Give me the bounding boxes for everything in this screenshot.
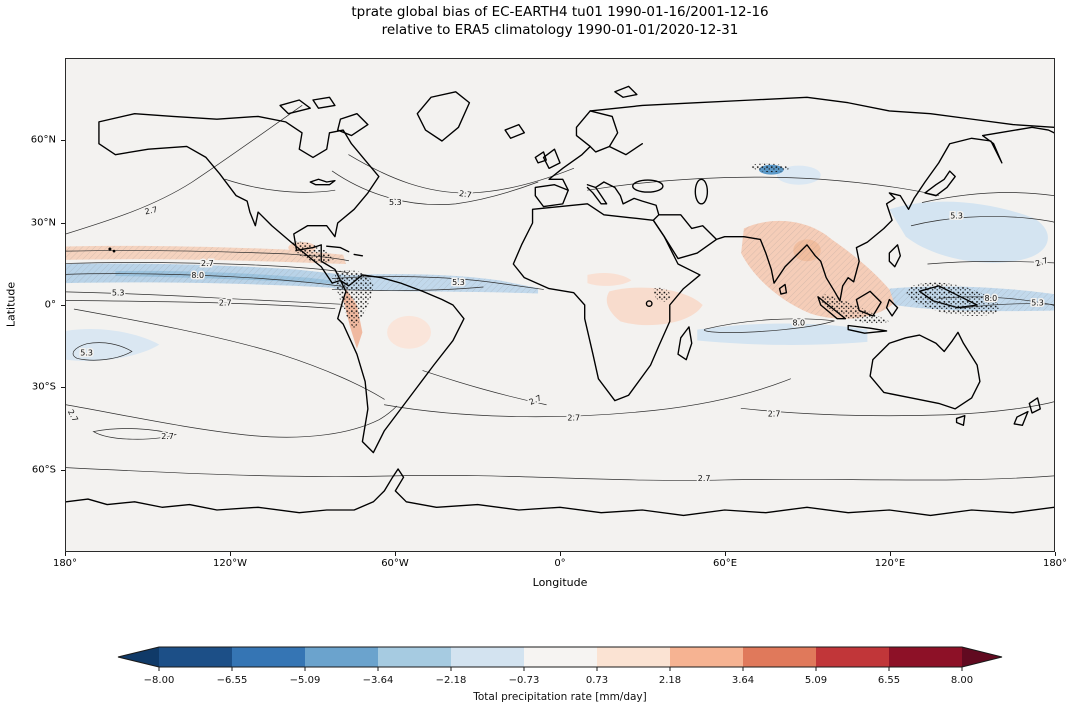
contour-label: 2.7 (528, 393, 543, 406)
x-tick-label: 60°W (381, 558, 409, 569)
x-tick-label: 180° (52, 558, 78, 569)
y-tick-label: 60°N (30, 134, 56, 146)
x-tick-label: 120°W (213, 558, 247, 569)
page-title-line1: tprate global bias of EC-EARTH4 tu01 199… (351, 4, 769, 20)
colorbar-segment (305, 647, 378, 667)
contour-label: 2.7 (698, 474, 711, 483)
colorbar-tick-label: 2.18 (659, 675, 681, 686)
colorbar-segment (524, 647, 597, 667)
contour-label: 2.7 (66, 408, 80, 423)
colorbar-segment (232, 647, 305, 667)
page-title-line2: relative to ERA5 climatology 1990-01-01/… (381, 22, 739, 38)
contour-label: 2.7 (161, 432, 174, 441)
y-tick-mark (61, 222, 65, 224)
colorbar-segment (159, 647, 232, 667)
x-tick-mark (65, 552, 66, 556)
colorbar-tick-label: 3.64 (732, 675, 754, 686)
contour-label: 5.3 (950, 211, 963, 220)
colorbar-tick-label: −3.64 (363, 675, 394, 686)
y-tick-label: 30°S (31, 381, 56, 393)
colorbar-tick-label: −0.73 (509, 675, 540, 686)
x-axis-title: Longitude (532, 576, 588, 589)
colorbar-tick-label: 0.73 (586, 675, 608, 686)
x-tick-label: 60°E (712, 558, 738, 569)
colorbar: −8.00 −6.55 −5.09 −3.64 −2.18 −0.73 0.73 2.18 3.… (117, 646, 1003, 703)
contour-label: 2.7 (1034, 256, 1049, 268)
x-tick-mark (395, 552, 396, 556)
colorbar-over-arrow (962, 647, 1002, 667)
contour-label: 8.0 (792, 318, 805, 327)
y-tick-label: 0° (44, 299, 56, 311)
y-tick-label: 30°N (30, 217, 56, 229)
x-tick-label: 120°E (874, 558, 906, 569)
y-tick-mark (61, 469, 65, 471)
y-tick-mark (61, 387, 65, 389)
colorbar-title: Total precipitation rate [mm/day] (472, 691, 647, 703)
x-tick-mark (725, 552, 726, 556)
colorbar-tick-label: −6.55 (217, 675, 248, 686)
speckle-layer (291, 163, 1000, 330)
x-tick-mark (230, 552, 231, 556)
colorbar-segment (816, 647, 889, 667)
contour-label: 5.3 (1031, 299, 1044, 308)
colorbar-tick-label: 5.09 (805, 675, 827, 686)
contour-label: 5.3 (112, 288, 125, 297)
contour-label: 2.7 (458, 189, 472, 200)
map-axes: 2.7 5.3 2.7 2.7 8.0 5.3 2.7 5.3 5.3 8.0 8.0 5.3 2.7 5… (65, 58, 1055, 552)
contour-label: 2.7 (219, 298, 232, 307)
colorbar-segment (378, 647, 451, 667)
contour-labels: 2.7 5.3 2.7 2.7 8.0 5.3 2.7 5.3 5.3 8.0 8.0 5.3 2.7 5… (66, 187, 1051, 484)
x-tick-mark (1055, 552, 1056, 556)
contour-label: 5.3 (452, 278, 465, 287)
colorbar-tick-label: −8.00 (144, 675, 175, 686)
colorbar-tick-label: 8.00 (951, 675, 973, 686)
colorbar-segment (743, 647, 816, 667)
colorbar-segment (889, 647, 962, 667)
y-tick-label: 60°S (31, 464, 56, 476)
contour-label: 2.7 (144, 205, 158, 216)
x-tick-mark (560, 552, 561, 556)
x-tick-label: 0° (554, 558, 566, 569)
colorbar-tick-label: 6.55 (878, 675, 900, 686)
contour-label: 5.3 (80, 348, 93, 357)
contour-label: 8.0 (191, 271, 204, 280)
colorbar-segment (451, 647, 524, 667)
contour-label: 2.7 (567, 414, 580, 423)
colorbar-tick-label: −2.18 (436, 675, 467, 686)
colorbar-tick-label: −5.09 (290, 675, 321, 686)
colorbar-segment (597, 647, 670, 667)
colorbar-segment (670, 647, 743, 667)
x-tick-mark (890, 552, 891, 556)
x-tick-label: 180° (1042, 558, 1068, 569)
bias-fill-layer (66, 164, 1054, 361)
contour-label: 2.7 (201, 259, 214, 268)
colorbar-under-arrow (118, 647, 159, 667)
y-tick-mark (61, 140, 65, 142)
contour-label: 2.7 (768, 410, 781, 419)
contour-label: 8.0 (985, 294, 998, 303)
contour-label: 5.3 (389, 198, 402, 207)
world-map-canvas: 2.7 5.3 2.7 2.7 8.0 5.3 2.7 5.3 5.3 8.0 8.0 5.3 2.7 5… (66, 85, 1054, 517)
y-tick-mark (61, 305, 65, 306)
